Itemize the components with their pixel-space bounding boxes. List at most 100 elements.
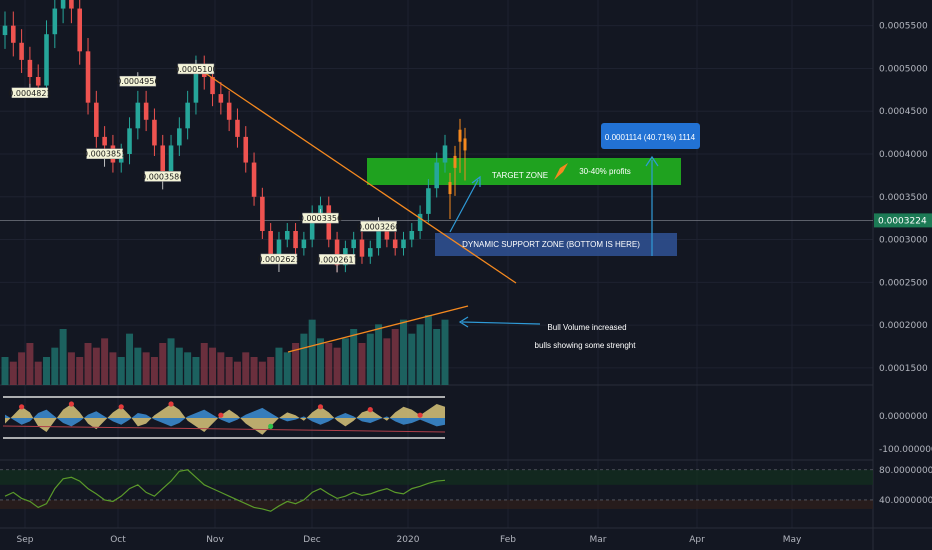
candle-body	[60, 0, 66, 9]
candle-body	[77, 8, 82, 52]
volume-bar	[300, 333, 308, 385]
candle-body	[384, 231, 390, 240]
swing-labels: 0.0004821 0.0003851 0.0004956 0.0003586 0.00…	[8, 59, 400, 273]
candle-body	[401, 239, 406, 249]
projection-label-box	[601, 123, 700, 149]
osc-wave-blue	[5, 407, 445, 427]
target-zone-label: TARGET ZONE	[492, 171, 548, 180]
osc-tick-label: 0.0000000	[879, 412, 928, 422]
candle-body	[309, 213, 315, 240]
swing-label: 0.0003586	[141, 172, 184, 181]
osc-dot	[417, 412, 423, 418]
swing-label-box	[177, 63, 215, 75]
volume-bar	[292, 343, 300, 385]
candle-body	[426, 188, 431, 214]
price-tick-label: 0.0004000	[879, 150, 928, 160]
projection-candle-body	[463, 138, 467, 151]
volume-bar	[408, 333, 416, 385]
volume-bar	[9, 361, 17, 385]
volume-bar	[134, 347, 142, 385]
osc-wave-yellow	[5, 404, 445, 435]
volume-bar	[1, 357, 9, 385]
volume-bar	[433, 329, 441, 385]
candle-body	[168, 145, 174, 172]
volume-bar	[200, 343, 208, 385]
volume-bar	[217, 352, 225, 385]
candle-body	[102, 136, 107, 146]
candle-body	[193, 68, 199, 103]
support-zone-label: DYNAMIC SUPPORT ZONE (BOTTOM IS HERE)	[462, 240, 640, 249]
volume-bar	[424, 315, 432, 385]
volume-bar	[101, 338, 109, 385]
volume-bar	[400, 319, 407, 385]
candle-body	[152, 119, 157, 146]
volume-bar	[366, 333, 374, 385]
osc-dot	[317, 404, 324, 410]
volume-bar	[283, 352, 291, 385]
candle-body	[218, 94, 224, 103]
candle-body	[85, 51, 91, 103]
current-price-label: 0.0003224	[878, 216, 927, 226]
time-tick-label: Feb	[500, 535, 516, 545]
volume-bar	[51, 347, 59, 385]
osc-dot	[118, 404, 124, 410]
annotations: 0.0001114 (40.71%) 1114 TARGET ZONE 30-40%…	[449, 123, 700, 350]
volume-bar	[92, 347, 100, 385]
annotation-zones	[367, 158, 681, 256]
candle-body	[251, 162, 257, 197]
volume-bar	[126, 333, 134, 385]
current-price-tag	[874, 213, 932, 228]
time-tick-label: Nov	[206, 535, 224, 545]
trend-lines	[204, 72, 517, 353]
candle-body	[276, 239, 282, 257]
candle-body	[69, 0, 74, 9]
time-tick-label: Sep	[17, 535, 34, 545]
swing-label-box	[119, 75, 157, 87]
volume-bar	[59, 329, 67, 385]
candle-body	[376, 231, 381, 249]
candle-body	[368, 248, 373, 257]
candle-body	[301, 239, 307, 249]
candle-body	[260, 196, 265, 231]
price-tick-label: 0.0003500	[879, 193, 928, 203]
volume-note-line1: Bull Volume increased	[547, 323, 626, 332]
volume-arrow	[461, 321, 541, 325]
candle-body	[334, 239, 340, 266]
rsi-line	[4, 469, 446, 512]
swing-label-box	[144, 171, 181, 182]
swing-label: 0.0003260	[357, 222, 400, 231]
volume-bar	[84, 343, 92, 385]
rsi-pane	[0, 469, 873, 512]
swing-label: 0.0004956	[116, 77, 159, 86]
swing-label-box	[360, 221, 397, 232]
axes: 0.0005500 0.0005000 0.0004500 0.0004000 0.00…	[17, 22, 932, 545]
time-tick-label: Dec	[303, 535, 320, 545]
candle-body	[143, 102, 149, 120]
volume-bar	[209, 347, 217, 385]
volume-bar	[167, 338, 175, 385]
volume-bar	[150, 357, 158, 385]
swing-label-box	[86, 148, 123, 159]
volume-bar	[275, 347, 283, 385]
volume-bar	[34, 361, 42, 385]
time-tick-label: 2020	[397, 535, 420, 545]
volume-bar	[26, 343, 34, 385]
swing-label-box	[318, 254, 356, 265]
volume-bar	[175, 347, 183, 385]
osc-tick-label: -100.0000000	[879, 445, 932, 455]
volume-bar	[308, 319, 316, 385]
projection-candle-body	[448, 182, 452, 195]
time-tick-label: May	[783, 535, 802, 545]
volume-bar	[43, 357, 50, 385]
candle-body	[392, 239, 398, 249]
candle-body	[44, 34, 49, 86]
osc-dot	[218, 412, 224, 418]
profits-label: 30-40% profits	[579, 167, 631, 176]
swing-label: 0.0005100	[174, 65, 217, 74]
volume-arrowhead	[458, 316, 469, 328]
price-tick-label: 0.0002000	[879, 321, 928, 331]
volume-bar	[375, 324, 383, 385]
projection-candle-body	[458, 129, 462, 142]
